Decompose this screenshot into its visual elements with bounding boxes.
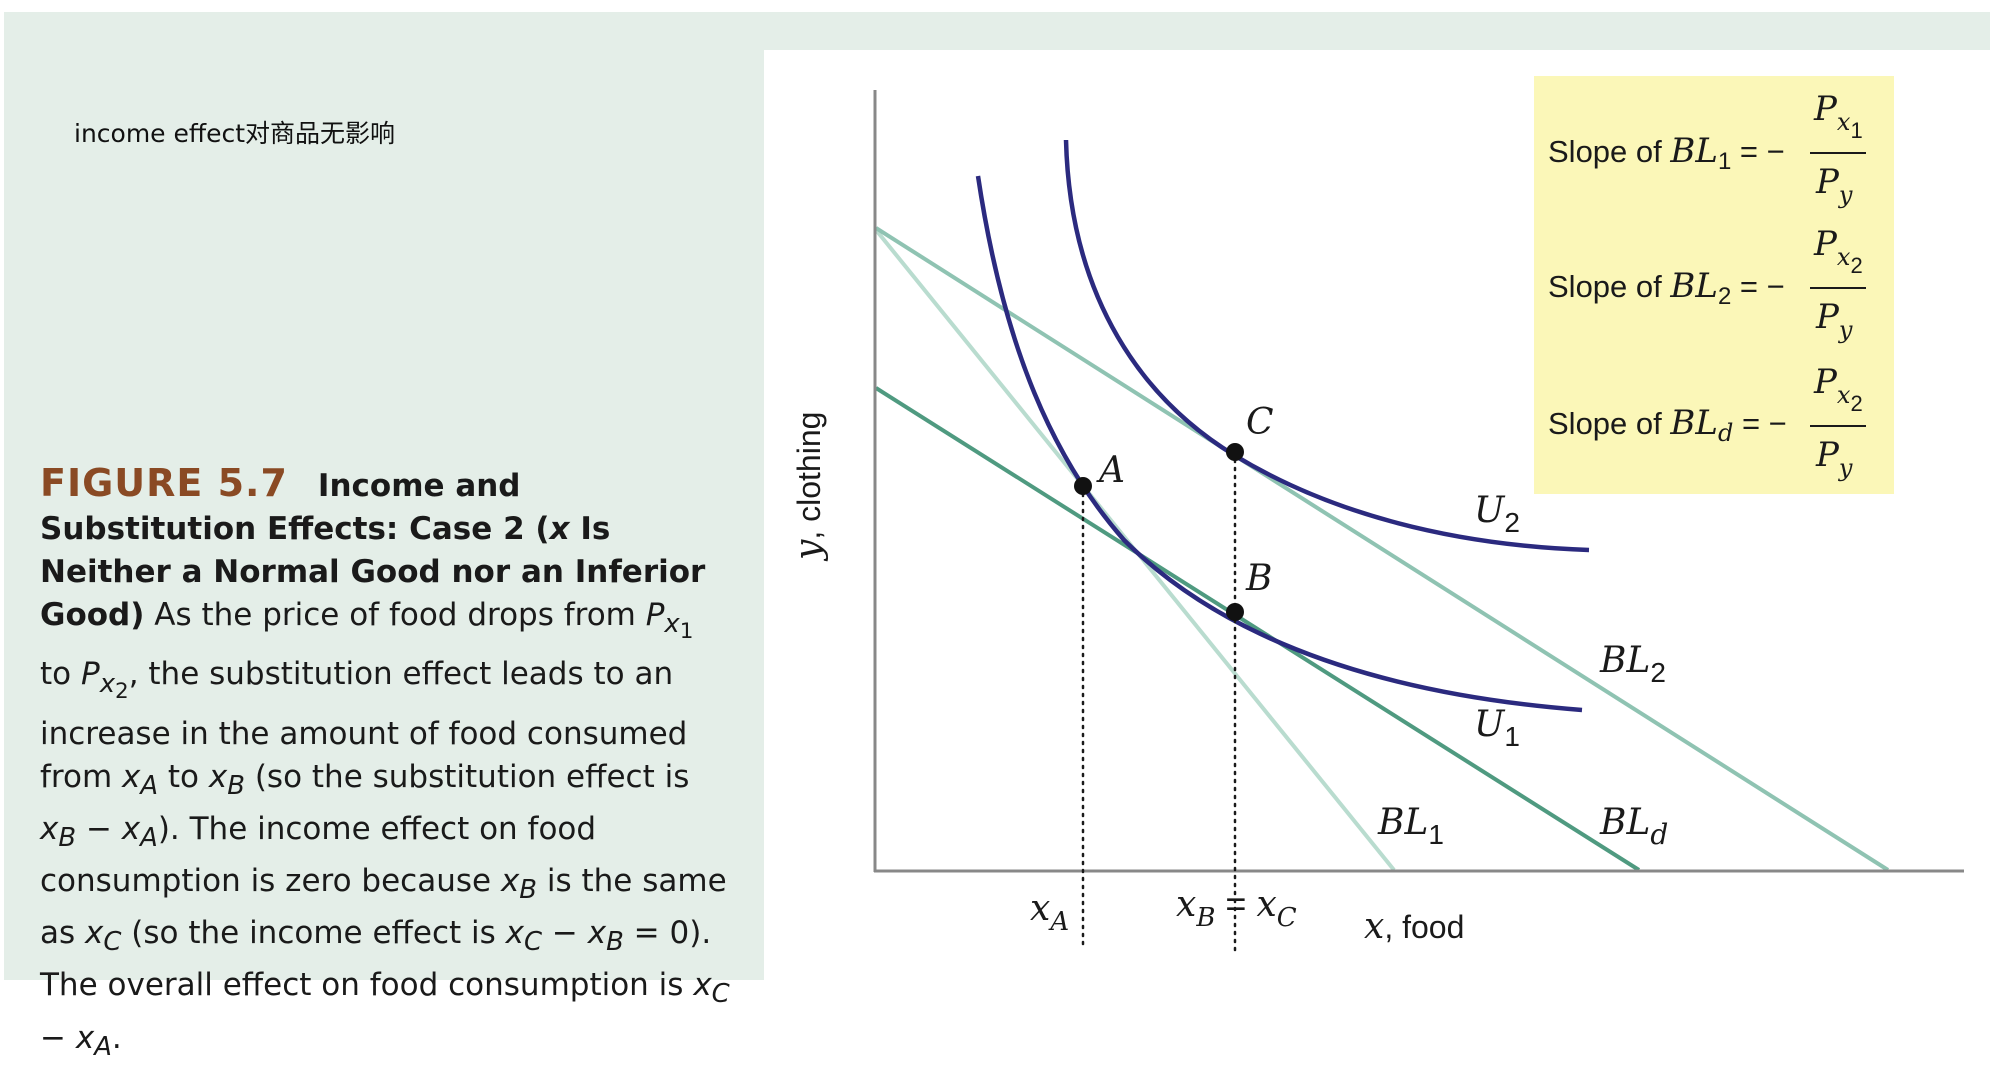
svg-text:Slope of BLd = −: Slope of BLd = − [1548,403,1787,447]
point-c [1226,443,1244,461]
y-axis-label: y, clothing [788,412,829,562]
x-axis-label: x, food [1364,906,1464,947]
figure-caption: FIGURE 5.7 Income and Substitution Effect… [40,462,730,1069]
curve-label-u1: U1 [1474,704,1520,752]
top-band [764,12,1990,50]
svg-text:Slope of BL2 = −: Slope of BL2 = − [1548,266,1785,310]
legend-slope-bld: Slope of BLd = − Px2 Py [1548,362,1866,482]
slope-legend: Slope of BL1 = − Px1 Py Slope of BL2 = −… [1548,89,1866,482]
figure-title: Income and Substitution Effects: Case 2 … [40,468,706,633]
line-label-bld: BLd [1599,802,1668,851]
indifference-curve-u1 [975,175,1583,713]
legend-slope-bl1: Slope of BL1 = − Px1 Py [1548,89,1866,209]
diagram: Slope of BL1 = − Px1 Py Slope of BL2 = −… [764,50,1990,980]
indifference-curve-u2 [1063,139,1590,553]
budget-line-bl2 [874,226,1890,872]
tick-label-xb-xc: xB = xC [1176,883,1297,933]
figure-body: As the price of food drops from Px1 to P… [40,597,730,1062]
line-label-bl2: BL2 [1599,640,1666,688]
point-label-b: B [1245,558,1272,599]
budget-line-bld [874,386,1641,872]
point-label-c: C [1246,402,1274,443]
figure-number: FIGURE 5.7 [40,461,288,505]
tick-label-xa: xA [1030,888,1069,937]
point-b [1226,603,1244,621]
caption-panel [4,12,764,980]
curve-label-u2: U2 [1474,490,1520,538]
point-a [1074,477,1092,495]
legend-slope-bl2: Slope of BL2 = − Px2 Py [1548,224,1866,344]
slope-legend-box [1534,76,1894,494]
svg-text:Slope of BL1 = −: Slope of BL1 = − [1548,131,1785,175]
line-label-bl1: BL1 [1377,802,1444,850]
point-label-a: A [1096,450,1125,491]
handwritten-note: income effect对商品无影响 [74,119,396,148]
consumer-choice-diagram: Slope of BL1 = − Px1 Py Slope of BL2 = −… [788,76,1964,952]
